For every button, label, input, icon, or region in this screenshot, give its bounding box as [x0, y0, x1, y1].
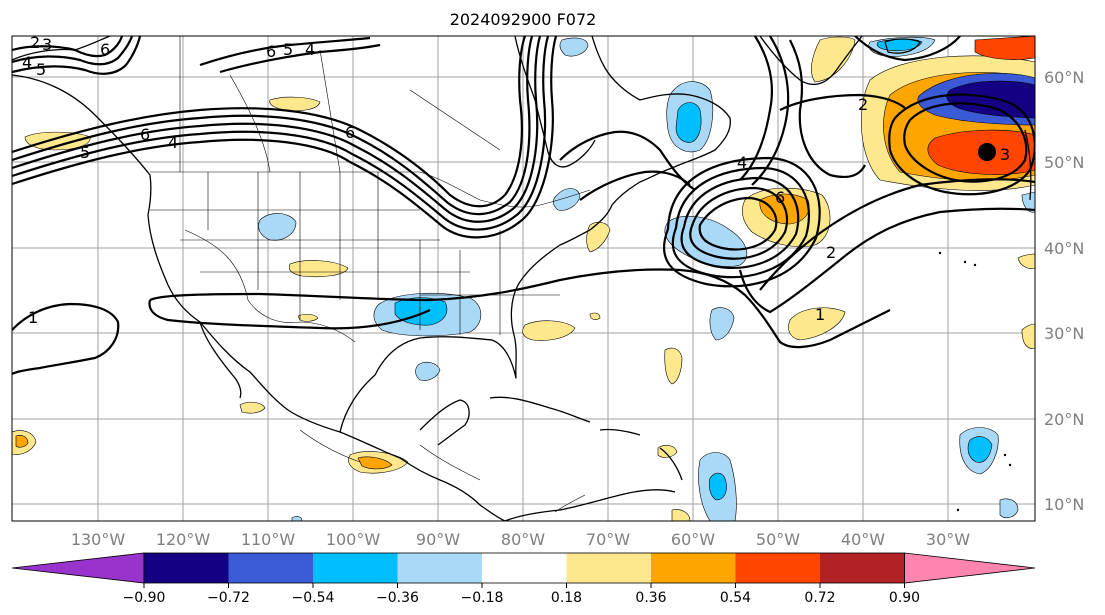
colorbar-segment: [482, 553, 567, 583]
lon-label: 80°W: [501, 530, 545, 549]
colorbar-label: 0.72: [804, 590, 835, 606]
longitude-labels: 130°W 120°W 110°W 100°W 90°W 80°W 70°W 6…: [71, 530, 970, 549]
colorbar-label: −0.90: [123, 590, 166, 606]
colorbar-segment: [735, 553, 820, 583]
colorbar-min-extension: [11, 552, 145, 584]
colorbar-max-extension: [904, 552, 1036, 584]
lon-label: 110°W: [241, 530, 296, 549]
colorbar-segment: [228, 553, 313, 583]
plot-title: 2024092900 F072: [450, 10, 597, 29]
contour-label: 6: [266, 42, 276, 61]
lon-label: 60°W: [671, 530, 715, 549]
contour-label: 1: [815, 305, 825, 324]
lat-label: 40°N: [1044, 239, 1084, 258]
colorbar-segment: [820, 553, 905, 583]
contour-label: 3: [42, 35, 52, 54]
contour-label: 2: [30, 33, 40, 52]
contour-label: 4: [168, 133, 178, 152]
colorbar-label: 0.36: [635, 590, 666, 606]
contour-label: 5: [80, 143, 90, 162]
contour-label: 5: [283, 40, 293, 59]
colorbar-label: −0.18: [461, 590, 504, 606]
colorbar-segment: [313, 553, 398, 583]
colorbar: −0.90 −0.72 −0.54 −0.36 −0.18 0.18 0.36 …: [11, 552, 1036, 606]
coastlines: [12, 36, 1032, 521]
lat-label: 30°N: [1044, 324, 1084, 343]
contour-label: 3: [1000, 145, 1010, 164]
lat-label: 50°N: [1044, 153, 1084, 172]
lon-label: 120°W: [156, 530, 211, 549]
contour-label: 5: [36, 60, 46, 79]
contour-label: 4: [737, 153, 747, 172]
contour-label: 6: [345, 123, 355, 142]
colorbar-label: −0.36: [376, 590, 419, 606]
colorbar-label: 0.54: [720, 590, 751, 606]
colorbar-segment: [566, 553, 651, 583]
map-panel: 2 3 4 5 6 4 5 6 6 5 4 6 4 2 6 2 1 1 3: [11, 33, 1036, 522]
contour-label: 6: [140, 125, 150, 144]
colorbar-label: 0.90: [889, 590, 920, 606]
lat-label: 20°N: [1044, 410, 1084, 429]
colorbar-label: −0.54: [292, 590, 335, 606]
lat-label: 60°N: [1044, 68, 1084, 87]
colorbar-ticks: [143, 583, 905, 588]
lon-label: 40°W: [841, 530, 885, 549]
lon-label: 50°W: [756, 530, 800, 549]
contour-label: 1: [28, 308, 38, 327]
colorbar-segment: [144, 553, 229, 583]
lon-label: 90°W: [416, 530, 460, 549]
contour-label: 6: [775, 188, 785, 207]
latitude-labels: 60°N 50°N 40°N 30°N 20°N 10°N: [1044, 68, 1084, 514]
contours: [12, 36, 1035, 375]
colorbar-label: −0.72: [207, 590, 250, 606]
colorbar-segment: [397, 553, 482, 583]
lon-label: 100°W: [326, 530, 381, 549]
contour-label: 6: [100, 40, 110, 59]
contour-label: 4: [22, 53, 32, 72]
lat-label: 10°N: [1044, 495, 1084, 514]
lon-label: 30°W: [926, 530, 970, 549]
colorbar-label: 0.18: [551, 590, 582, 606]
lon-label: 70°W: [586, 530, 630, 549]
contour-labels: 2 3 4 5 6 4 5 6 6 5 4 6 4 2 6 2 1 1 3: [22, 33, 1010, 327]
contour-label: 2: [826, 243, 836, 262]
colorbar-segment: [651, 553, 736, 583]
lon-label: 130°W: [71, 530, 126, 549]
contour-label: 4: [305, 40, 315, 59]
contour-label: 2: [858, 95, 868, 114]
black-dot-marker: [978, 143, 996, 161]
